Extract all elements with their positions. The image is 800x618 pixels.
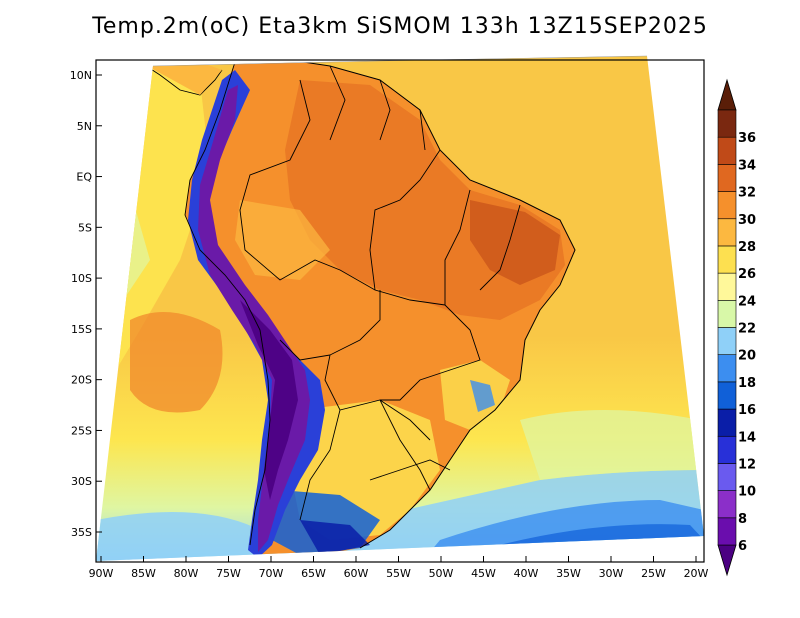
plot-frame <box>95 59 705 563</box>
colorbar-label: 28 <box>738 240 756 255</box>
lon-tick-label: 55W <box>386 567 411 580</box>
colorbar-label: 24 <box>738 294 756 309</box>
colorbar-label: 20 <box>738 349 756 364</box>
lon-tick-label: 40W <box>514 567 539 580</box>
lat-tick-label: 25S <box>71 424 92 437</box>
central-america-land <box>140 62 222 95</box>
colorbar-segment <box>717 109 737 138</box>
lon-tick-label: 20W <box>684 567 709 580</box>
lon-tick-label: 70W <box>259 567 284 580</box>
lon-tick-label: 75W <box>216 567 241 580</box>
colorbar-segment <box>717 191 737 220</box>
colorbar: 6 8 10 12 14 16 18 20 22 24 26 28 30 32 34 36 <box>717 78 756 577</box>
colorbar-segment <box>717 300 737 328</box>
colorbar-label: 32 <box>738 186 756 201</box>
atlantic-cool-band <box>520 410 704 480</box>
lat-tick-label: 5N <box>77 120 92 133</box>
lat-tick-label: 10N <box>70 69 92 82</box>
colorbar-high-arrow <box>717 78 737 111</box>
colorbar-label: 14 <box>738 430 756 445</box>
lon-tick-label: 90W <box>89 567 114 580</box>
central-america-coast <box>139 61 223 96</box>
very-hot-northeast <box>470 200 560 285</box>
colorbar-segment <box>717 381 737 410</box>
colorbar-segment <box>717 490 737 519</box>
colorbar-label: 26 <box>738 267 756 282</box>
country-borders <box>184 61 521 546</box>
map-title: Temp.2m(oC) Eta3km SiSMOM 133h 13Z15SEP2… <box>92 14 708 39</box>
lon-tick-label: 25W <box>641 567 666 580</box>
lat-tick-label: EQ <box>76 171 92 184</box>
colorbar-segment <box>717 164 737 192</box>
atlantic-coastline <box>234 59 576 549</box>
lon-tick-label: 45W <box>471 567 496 580</box>
lon-tick-label: 60W <box>344 567 369 580</box>
temperature-field <box>96 56 704 561</box>
colorbar-label: 18 <box>738 376 756 391</box>
colorbar-segment <box>717 517 737 546</box>
western-amazon <box>235 200 330 280</box>
longitude-axis: 90W 85W 80W 75W 70W 65W 60W 55W 50W 45W 40W 35W 30W 2… <box>89 556 709 580</box>
serra-cold-patch <box>470 380 495 412</box>
colorbar-label: 6 <box>738 539 747 554</box>
patagonia-colder <box>300 520 370 555</box>
altiplano-coldest <box>240 300 298 500</box>
lon-tick-label: 65W <box>301 567 326 580</box>
lon-tick-label: 35W <box>556 567 581 580</box>
lat-tick-label: 30S <box>71 475 92 488</box>
lon-tick-label: 50W <box>429 567 454 580</box>
colorbar-segment <box>717 136 737 165</box>
pacific-warm-blob <box>130 312 223 413</box>
colorbar-segment <box>717 272 737 301</box>
lon-tick-label: 85W <box>131 567 156 580</box>
colorbar-segment <box>717 327 737 355</box>
colorbar-label: 30 <box>738 213 756 228</box>
colorbar-low-arrow <box>717 544 737 577</box>
colorbar-label: 16 <box>738 403 756 418</box>
lat-tick-label: 20S <box>71 374 92 387</box>
colorbar-segment <box>717 463 737 491</box>
colorbar-label: 12 <box>738 457 756 472</box>
colorbar-segment <box>717 218 737 247</box>
colorbar-label: 8 <box>738 512 747 527</box>
colorbar-label: 10 <box>738 485 756 500</box>
lon-tick-label: 80W <box>174 567 199 580</box>
colorbar-label: 34 <box>738 158 756 173</box>
colorbar-segment <box>717 408 737 437</box>
lat-tick-label: 5S <box>78 221 92 234</box>
lon-tick-label: 30W <box>599 567 624 580</box>
colorbar-segment <box>717 354 737 383</box>
lat-tick-label: 15S <box>71 323 92 336</box>
colorbar-label: 22 <box>738 322 756 337</box>
lat-tick-label: 35S <box>71 526 92 539</box>
colorbar-label: 36 <box>738 131 756 146</box>
colorbar-segment <box>717 435 737 464</box>
lat-tick-label: 10S <box>71 272 92 285</box>
colorbar-segment <box>717 245 737 274</box>
latitude-axis: 10N 5N EQ 5S 10S 15S 20S 25S 30S 35S <box>70 69 102 539</box>
